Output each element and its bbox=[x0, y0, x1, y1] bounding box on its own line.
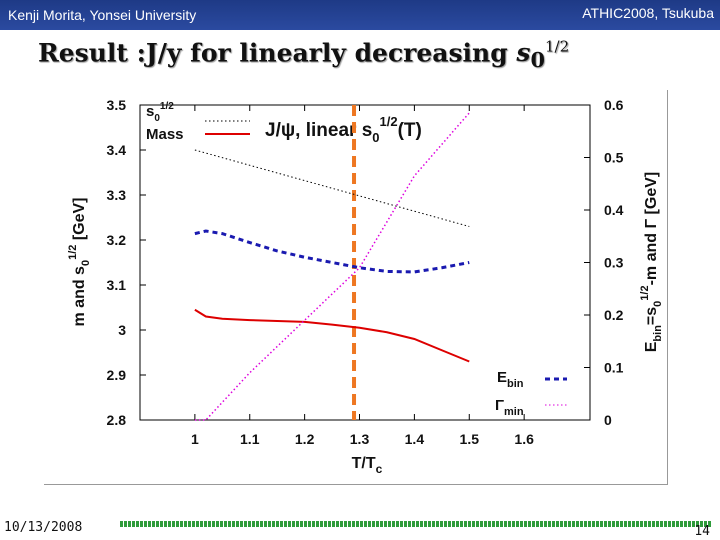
y-left-tick-label: 3.5 bbox=[107, 97, 127, 113]
chart-title: J/ψ, linear s01/2(T) bbox=[265, 114, 422, 145]
y-left-tick-label: 2.8 bbox=[107, 412, 127, 428]
x-tick-label: 1.2 bbox=[295, 431, 315, 447]
title-symbol-letter: s bbox=[516, 38, 531, 68]
y-right-tick-label: 0.6 bbox=[604, 97, 624, 113]
title-symbol-subscript: 0 bbox=[530, 47, 546, 73]
series-line-3 bbox=[194, 112, 470, 421]
author-affiliation: Kenji Morita, Yonsei University bbox=[8, 7, 197, 23]
y-left-tick-label: 3 bbox=[118, 322, 126, 338]
legend-label-0: s01/2 bbox=[146, 101, 174, 124]
legend-label-3: Γmin bbox=[495, 397, 524, 418]
page-number: 14 bbox=[694, 524, 710, 539]
y-left-tick-label: 3.4 bbox=[107, 142, 127, 158]
legend-label-2: Ebin bbox=[497, 369, 524, 390]
y-left-tick-label: 3.2 bbox=[107, 232, 127, 248]
legend-label-1: Mass bbox=[146, 126, 184, 143]
series-line-2 bbox=[194, 229, 470, 274]
y-right-tick-label: 0 bbox=[604, 412, 612, 428]
y-right-tick-label: 0.5 bbox=[604, 150, 624, 166]
footer-date: 10/13/2008 bbox=[4, 520, 83, 535]
y-right-tick-label: 0.2 bbox=[604, 307, 624, 323]
slide-title-symbol: s01/2 bbox=[516, 38, 570, 72]
x-tick-label: 1.6 bbox=[514, 431, 534, 447]
x-tick-label: 1.4 bbox=[405, 431, 425, 447]
x-tick-label: 1 bbox=[191, 431, 199, 447]
y-left-tick-label: 2.9 bbox=[107, 367, 127, 383]
x-tick-label: 1.1 bbox=[240, 431, 260, 447]
conference-name: ATHIC2008, Tsukuba bbox=[582, 5, 714, 21]
y-left-tick-label: 3.3 bbox=[107, 187, 127, 203]
y-right-axis-label: Ebin=s01/2-m and Γ [GeV] bbox=[639, 172, 664, 352]
x-tick-label: 1.5 bbox=[460, 431, 480, 447]
plot-area-border bbox=[139, 104, 591, 421]
y-right-tick-label: 0.4 bbox=[604, 202, 624, 218]
y-right-tick-label: 0.3 bbox=[604, 255, 624, 271]
y-left-tick-label: 3.1 bbox=[107, 277, 127, 293]
series-line-1 bbox=[194, 308, 470, 363]
x-tick-label: 1.3 bbox=[350, 431, 370, 447]
header-bar: Kenji Morita, Yonsei University ATHIC200… bbox=[0, 0, 720, 30]
series-line-0 bbox=[194, 149, 470, 227]
plot-frame bbox=[44, 90, 668, 485]
y-left-axis-label: m and s01/2 [GeV] bbox=[67, 197, 92, 326]
slide-title: Result :J/y for linearly decreasing s01/… bbox=[38, 38, 569, 72]
x-axis-label: T/Tc bbox=[352, 455, 383, 476]
slide-title-text: Result :J/y for linearly decreasing bbox=[38, 38, 508, 68]
footer-divider bbox=[120, 521, 712, 527]
title-symbol-superscript: 1/2 bbox=[545, 38, 570, 56]
chart-layer: 1 1.1 1.2 1.3 1.4 1.5 1.6 2.8 2.9 3 3.1 3.2 3.3 3.4 3.… bbox=[67, 97, 664, 476]
y-right-tick-label: 0.1 bbox=[604, 360, 624, 376]
